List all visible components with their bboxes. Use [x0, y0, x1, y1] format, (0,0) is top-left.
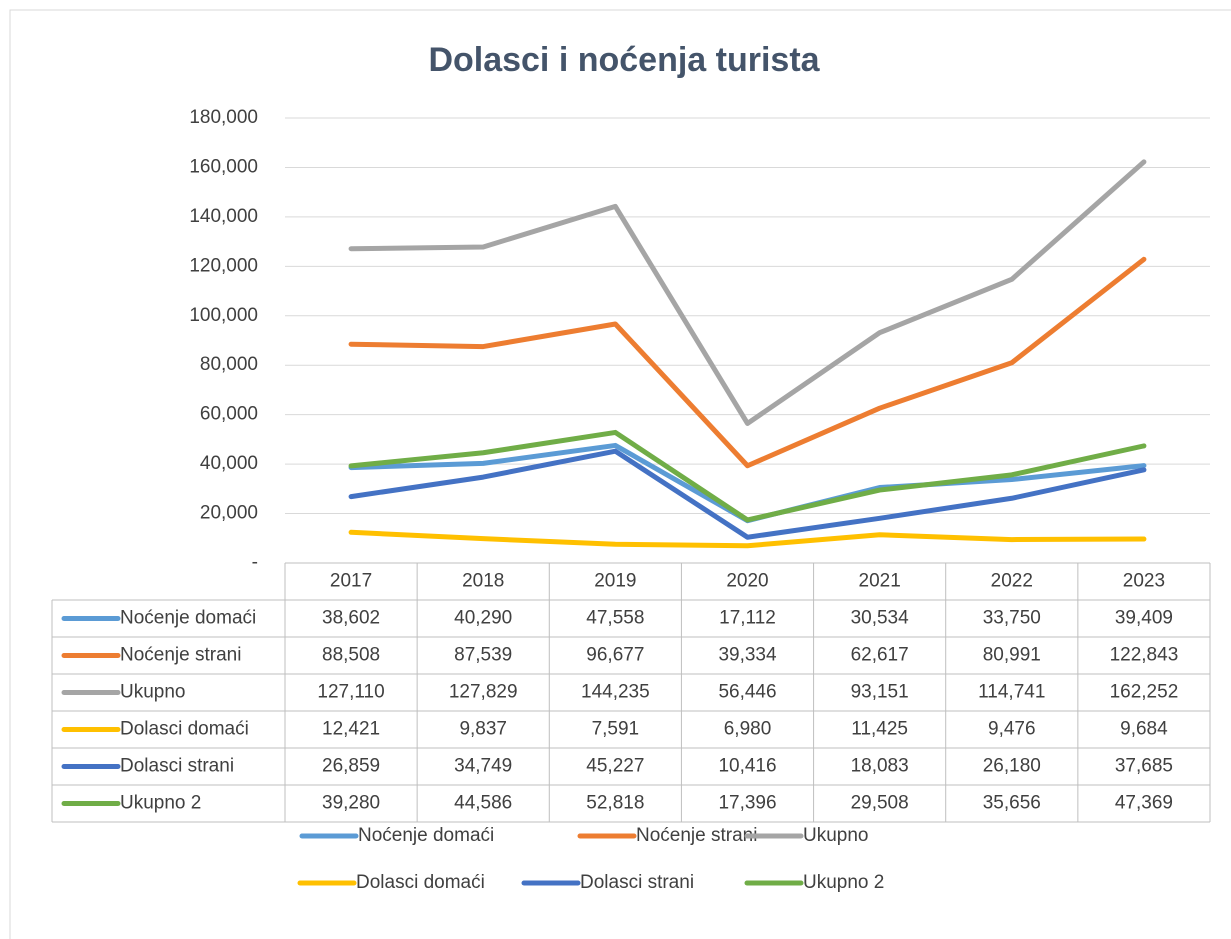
table-cell: 9,476 — [988, 719, 1036, 740]
table-cell: 162,252 — [1110, 682, 1179, 703]
table-cell: 12,421 — [322, 719, 380, 740]
table-cell: 144,235 — [581, 682, 650, 703]
table-cell: 17,112 — [719, 608, 776, 629]
x-tick-label: 2020 — [726, 571, 768, 592]
table-cell: 18,083 — [851, 756, 909, 777]
table-row-label: Dolasci domaći — [120, 719, 249, 740]
table-cell: 26,180 — [983, 756, 1041, 777]
table-cell: 29,508 — [851, 793, 909, 814]
x-tick-label: 2018 — [462, 571, 504, 592]
legend-label: Ukupno — [803, 825, 869, 846]
x-tick-label: 2022 — [991, 571, 1033, 592]
chart-border — [9, 9, 1231, 939]
table-row-label: Dolasci strani — [120, 756, 234, 777]
y-tick-label: 80,000 — [200, 354, 258, 375]
table-cell: 93,151 — [851, 682, 909, 703]
legend-label: Dolasci domaći — [356, 872, 485, 893]
series-line — [348, 429, 1147, 523]
table-cell: 47,558 — [586, 608, 644, 629]
table-cell: 87,539 — [454, 645, 512, 666]
table-cell: 11,425 — [851, 719, 908, 740]
y-tick-label: 20,000 — [200, 503, 258, 524]
table-cell: 38,602 — [322, 608, 380, 629]
table-cell: 127,110 — [317, 682, 384, 703]
table-cell: 40,290 — [454, 608, 512, 629]
series-line — [348, 448, 1147, 540]
table-row-label: Ukupno — [120, 682, 186, 703]
legend-label: Noćenje domaći — [358, 825, 494, 846]
x-tick-label: 2021 — [859, 571, 901, 592]
table-cell: 10,416 — [718, 756, 776, 777]
table-cell: 114,741 — [978, 682, 1045, 703]
table-row-label: Ukupno 2 — [120, 793, 201, 814]
table-cell: 52,818 — [586, 793, 644, 814]
table-cell: 62,617 — [851, 645, 909, 666]
table-cell: 34,749 — [454, 756, 512, 777]
table-cell: 17,396 — [718, 793, 776, 814]
y-tick-label: - — [252, 552, 258, 573]
table-cell: 7,591 — [592, 719, 640, 740]
series-line — [348, 256, 1147, 469]
table-cell: 96,677 — [586, 645, 644, 666]
table-cell: 39,334 — [718, 645, 777, 666]
table-cell: 44,586 — [454, 793, 512, 814]
y-tick-label: 140,000 — [189, 206, 258, 227]
table-cell: 80,991 — [983, 645, 1041, 666]
y-tick-label: 160,000 — [189, 156, 258, 177]
legend-label: Dolasci strani — [580, 872, 694, 893]
table-cell: 30,534 — [851, 608, 910, 629]
legend-label: Ukupno 2 — [803, 872, 884, 893]
table-cell: 56,446 — [718, 682, 776, 703]
y-tick-label: 60,000 — [200, 404, 258, 425]
y-tick-label: 100,000 — [189, 305, 258, 326]
table-cell: 47,369 — [1115, 793, 1173, 814]
series-line — [348, 159, 1147, 426]
table-cell: 39,280 — [322, 793, 380, 814]
legend-label: Noćenje strani — [636, 825, 757, 846]
table-cell: 6,980 — [724, 719, 772, 740]
series-line — [348, 529, 1147, 549]
table-cell: 127,829 — [449, 682, 518, 703]
chart-title: Dolasci i noćenja turista — [428, 41, 820, 79]
table-cell: 122,843 — [1110, 645, 1179, 666]
table-cell: 45,227 — [586, 756, 644, 777]
y-tick-label: 120,000 — [189, 255, 258, 276]
table-row-label: Noćenje domaći — [120, 608, 256, 629]
table-cell: 9,837 — [459, 719, 507, 740]
y-tick-label: 40,000 — [200, 453, 258, 474]
x-tick-label: 2019 — [594, 571, 636, 592]
table-cell: 26,859 — [322, 756, 380, 777]
x-tick-label: 2017 — [330, 571, 372, 592]
y-tick-label: 180,000 — [189, 107, 258, 128]
table-cell: 39,409 — [1115, 608, 1173, 629]
table-row-label: Noćenje strani — [120, 645, 241, 666]
table-cell: 37,685 — [1115, 756, 1173, 777]
table-cell: 88,508 — [322, 645, 380, 666]
table-cell: 35,656 — [983, 793, 1041, 814]
table-cell: 9,684 — [1120, 719, 1168, 740]
x-tick-label: 2023 — [1123, 571, 1165, 592]
table-cell: 33,750 — [983, 608, 1041, 629]
